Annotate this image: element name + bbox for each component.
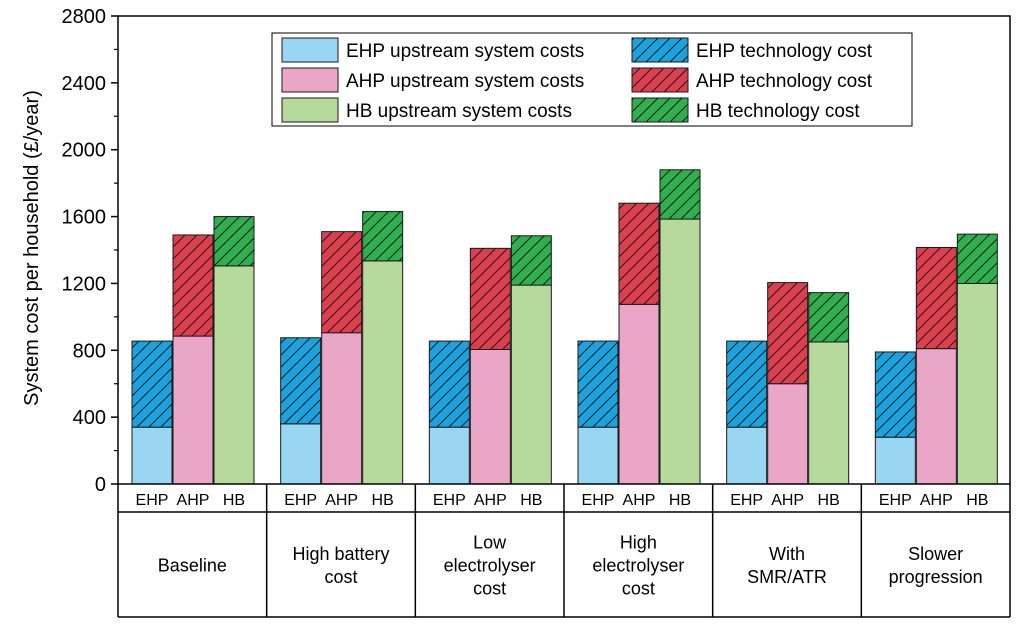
- category-label: EHP: [136, 492, 169, 509]
- legend-label: EHP technology cost: [696, 41, 873, 62]
- category-label: AHP: [771, 492, 804, 509]
- category-label: EHP: [433, 492, 466, 509]
- category-label: AHP: [623, 492, 656, 509]
- bar-ehp-upstream: [131, 426, 173, 485]
- category-label: HB: [223, 492, 245, 509]
- category-label: EHP: [879, 492, 912, 509]
- bar-ahp-technology: [321, 231, 363, 334]
- legend-swatch: [281, 37, 339, 63]
- bar-ahp-technology: [767, 282, 809, 385]
- bar-ahp-technology: [915, 246, 957, 350]
- bar-hb-technology: [956, 233, 998, 284]
- group-label: cost: [324, 567, 357, 587]
- legend-label: HB upstream system costs: [346, 101, 572, 122]
- legend-swatch: [631, 37, 689, 63]
- group-label: Low: [473, 533, 507, 553]
- category-label: HB: [966, 492, 988, 509]
- bar-ehp-technology: [428, 340, 470, 428]
- legend-swatch: [631, 67, 689, 93]
- y-tick-label: 800: [73, 340, 106, 362]
- group-label: High: [620, 533, 657, 553]
- y-tick-label: 0: [95, 474, 106, 496]
- group-label: electrolyser: [592, 556, 684, 576]
- legend-swatch: [281, 97, 339, 123]
- bar-ehp-technology: [874, 351, 916, 438]
- group-label: Slower: [908, 544, 963, 564]
- y-tick-label: 1600: [62, 207, 107, 229]
- y-tick-label: 1200: [62, 273, 107, 295]
- group-label: progression: [889, 567, 983, 587]
- bar-ahp-technology: [618, 202, 660, 305]
- category-label: HB: [372, 492, 394, 509]
- legend-swatch: [631, 97, 689, 123]
- bar-ehp-technology: [131, 340, 173, 428]
- group-label: SMR/ATR: [747, 567, 827, 587]
- bar-hb-technology: [213, 216, 255, 267]
- bar-ahp-upstream: [172, 335, 214, 485]
- category-label: AHP: [474, 492, 507, 509]
- legend-label: AHP technology cost: [696, 71, 873, 92]
- bar-ahp-upstream: [321, 332, 363, 485]
- bar-hb-technology: [808, 292, 850, 343]
- bar-hb-upstream: [362, 260, 404, 485]
- group-label: Baseline: [158, 556, 227, 576]
- category-label: AHP: [325, 492, 358, 509]
- legend-label: AHP upstream system costs: [346, 71, 584, 92]
- group-label: electrolyser: [444, 556, 536, 576]
- y-tick-label: 2800: [62, 6, 107, 28]
- category-label: EHP: [582, 492, 615, 509]
- bar-ehp-technology: [726, 340, 768, 428]
- bar-hb-technology: [659, 169, 701, 220]
- bar-ahp-upstream: [469, 348, 511, 485]
- group-label: With: [769, 544, 805, 564]
- category-label: HB: [669, 492, 691, 509]
- category-label: EHP: [730, 492, 763, 509]
- group-label: cost: [622, 579, 655, 599]
- bar-ahp-technology: [172, 234, 214, 337]
- category-label: HB: [818, 492, 840, 509]
- bar-ahp-technology: [469, 247, 511, 350]
- bar-ehp-upstream: [428, 426, 470, 485]
- bar-ehp-technology: [280, 337, 322, 425]
- legend-box: [271, 32, 913, 127]
- bar-hb-upstream: [510, 284, 552, 485]
- legend-label: EHP upstream system costs: [346, 41, 584, 62]
- bar-hb-upstream: [213, 265, 255, 485]
- bar-hb-upstream: [808, 341, 850, 485]
- group-label: cost: [473, 579, 506, 599]
- bar-hb-upstream: [956, 282, 998, 485]
- category-label: EHP: [284, 492, 317, 509]
- bar-ehp-upstream: [577, 426, 619, 485]
- y-tick-label: 2400: [62, 73, 107, 95]
- bar-ehp-technology: [577, 340, 619, 428]
- category-label: HB: [520, 492, 542, 509]
- legend-swatch: [281, 67, 339, 93]
- bar-ahp-upstream: [915, 348, 957, 485]
- bar-hb-technology: [362, 211, 404, 262]
- group-label: High battery: [292, 544, 389, 564]
- bar-ehp-upstream: [726, 426, 768, 485]
- y-axis-label: System cost per household (£/year): [21, 90, 43, 406]
- bar-hb-upstream: [659, 218, 701, 485]
- y-tick-label: 400: [73, 407, 106, 429]
- bar-ahp-upstream: [767, 383, 809, 485]
- category-label: AHP: [177, 492, 210, 509]
- bar-ehp-upstream: [280, 423, 322, 485]
- bar-ahp-upstream: [618, 303, 660, 485]
- y-tick-label: 2000: [62, 140, 107, 162]
- bar-ehp-upstream: [874, 436, 916, 485]
- bar-hb-technology: [510, 235, 552, 286]
- legend-label: HB technology cost: [696, 101, 860, 122]
- category-label: AHP: [920, 492, 953, 509]
